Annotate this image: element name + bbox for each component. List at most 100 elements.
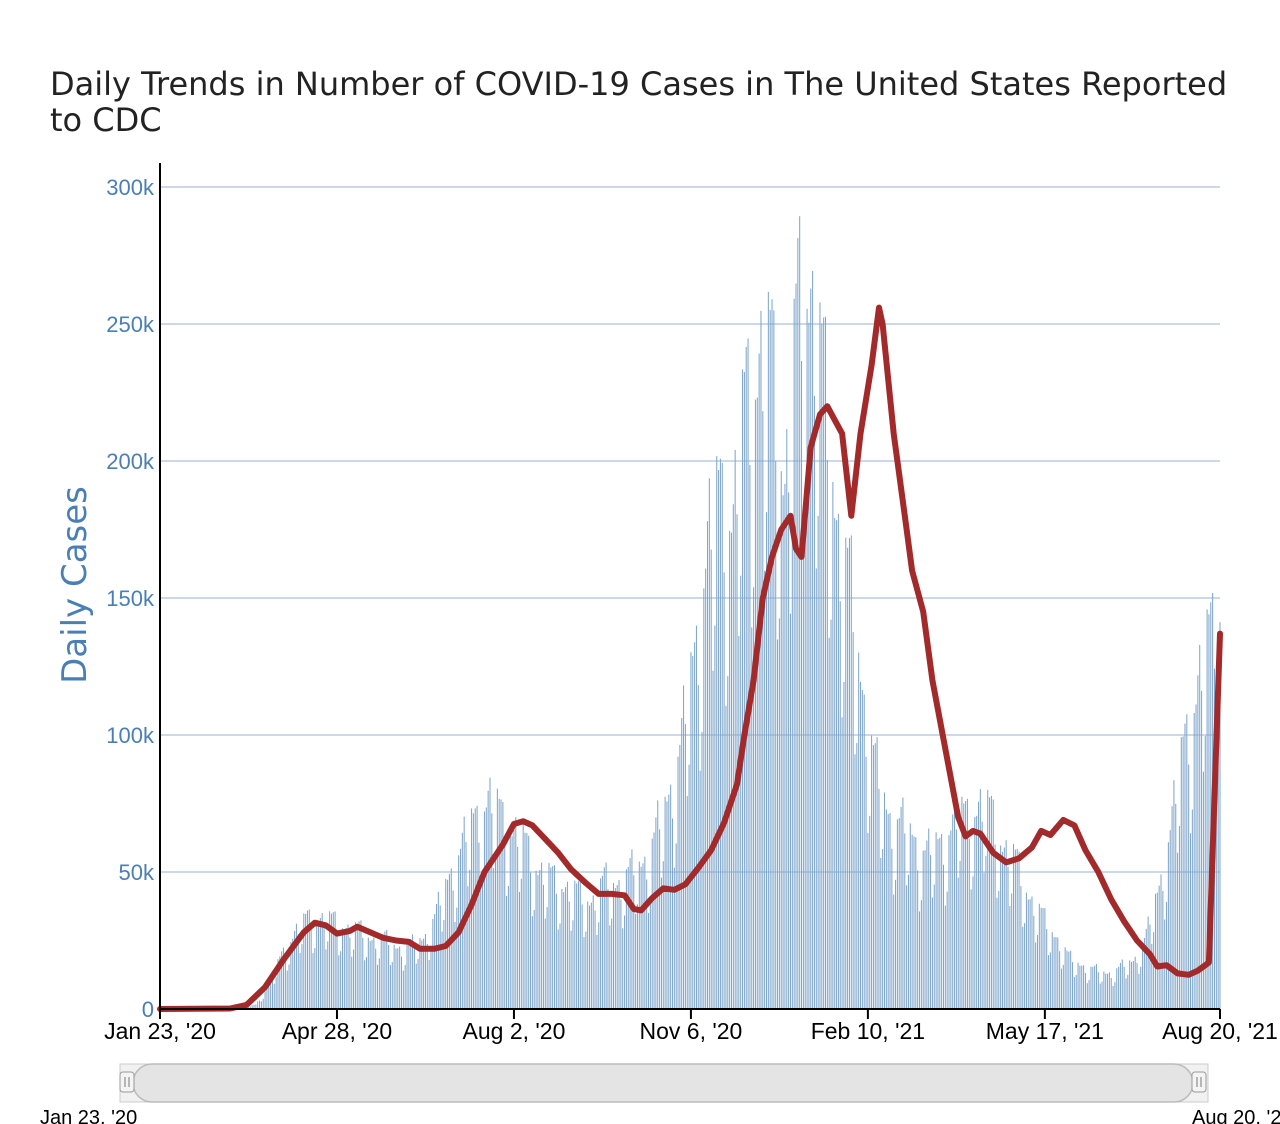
daily-bar (382, 934, 384, 1009)
daily-bar (939, 837, 941, 1009)
daily-bar (751, 627, 753, 1009)
daily-bar (574, 880, 576, 1009)
daily-bar (769, 310, 771, 1009)
daily-bar (648, 912, 650, 1009)
daily-bar (1169, 830, 1171, 1009)
daily-bar (830, 619, 832, 1009)
daily-bar (600, 878, 602, 1009)
daily-bar (402, 970, 404, 1009)
daily-bar (391, 962, 393, 1009)
navigator-right-handle[interactable] (1191, 1071, 1207, 1093)
daily-bar (504, 844, 506, 1009)
daily-bar (802, 555, 804, 1009)
daily-bar (1158, 885, 1160, 1009)
daily-bar (1099, 983, 1101, 1009)
daily-bar (743, 371, 745, 1009)
daily-bar (922, 850, 924, 1009)
x-tick-label: Aug 20, '21 (1162, 1018, 1278, 1044)
daily-bar (778, 618, 780, 1009)
daily-bar (430, 950, 432, 1009)
daily-bar (782, 495, 784, 1009)
daily-bar (419, 938, 421, 1009)
daily-bar (777, 639, 779, 1009)
daily-bar (861, 689, 863, 1009)
daily-bar (417, 958, 419, 1009)
daily-bar (764, 570, 766, 1009)
daily-bar (1121, 959, 1123, 1009)
daily-bar (1177, 852, 1179, 1009)
daily-bar (638, 861, 640, 1009)
daily-bar (878, 788, 880, 1009)
daily-bar (1147, 916, 1149, 1009)
navigator-scrollbar[interactable] (132, 1063, 1194, 1103)
daily-bar (1136, 963, 1138, 1009)
daily-bar (1175, 803, 1177, 1009)
daily-bar (373, 937, 375, 1009)
daily-bar (1108, 972, 1110, 1009)
daily-bar (1189, 833, 1192, 1009)
daily-bar (1114, 982, 1116, 1009)
daily-bar (515, 817, 517, 1009)
daily-bar (788, 492, 790, 1009)
daily-bar (813, 395, 815, 1009)
daily-bar (415, 963, 417, 1009)
daily-bar (305, 913, 307, 1009)
daily-bar (834, 517, 836, 1009)
daily-bar (579, 879, 581, 1009)
daily-bar (847, 547, 849, 1009)
daily-bar (896, 819, 898, 1009)
daily-bar (581, 904, 583, 1009)
daily-bar (351, 956, 353, 1009)
daily-bar (572, 920, 574, 1009)
daily-bar (1083, 965, 1085, 1009)
daily-bar (520, 878, 522, 1009)
daily-bar (566, 881, 568, 1009)
daily-bar (467, 886, 469, 1009)
daily-bar (812, 270, 814, 1009)
daily-bar (308, 909, 310, 1009)
daily-bar (686, 796, 688, 1009)
daily-bar (911, 834, 913, 1009)
daily-bar (1095, 964, 1098, 1009)
daily-bar (900, 806, 902, 1009)
navigator-left-handle[interactable] (119, 1071, 135, 1093)
daily-bar (587, 901, 589, 1009)
daily-bar (506, 895, 508, 1009)
daily-bar (909, 823, 911, 1009)
daily-bar (319, 918, 321, 1009)
daily-bar (863, 694, 865, 1009)
daily-bar (670, 784, 672, 1009)
daily-bar (1036, 934, 1039, 1009)
daily-bar (620, 899, 622, 1009)
daily-bar (1215, 768, 1217, 1009)
daily-bar (526, 833, 528, 1009)
daily-bar (832, 482, 834, 1009)
daily-bar (729, 530, 731, 1009)
daily-bar (817, 515, 819, 1009)
daily-bar (944, 905, 946, 1009)
daily-bar (1101, 981, 1103, 1009)
daily-bar (277, 959, 279, 1009)
daily-bar (257, 1001, 259, 1009)
daily-bar (530, 872, 532, 1009)
daily-bar (489, 777, 491, 1009)
daily-bar (297, 934, 299, 1009)
daily-bar (563, 892, 565, 1009)
x-tick-label: May 17, '21 (986, 1018, 1104, 1044)
daily-bar (869, 815, 871, 1009)
range-navigator[interactable]: Jan 23, '20 Aug 20, '21 (40, 1063, 1280, 1124)
daily-bar (697, 685, 699, 1009)
daily-bar (1027, 899, 1029, 1009)
daily-bar (935, 832, 937, 1009)
daily-bar (443, 920, 445, 1009)
daily-bar (1029, 899, 1031, 1009)
daily-bar (614, 888, 616, 1009)
daily-bar (906, 885, 908, 1009)
daily-bar (760, 310, 762, 1009)
daily-bar (408, 942, 410, 1009)
daily-bar (918, 911, 921, 1009)
daily-bar (972, 876, 974, 1009)
daily-bar (640, 866, 642, 1009)
daily-bar (989, 797, 991, 1009)
daily-bar (904, 833, 906, 1009)
